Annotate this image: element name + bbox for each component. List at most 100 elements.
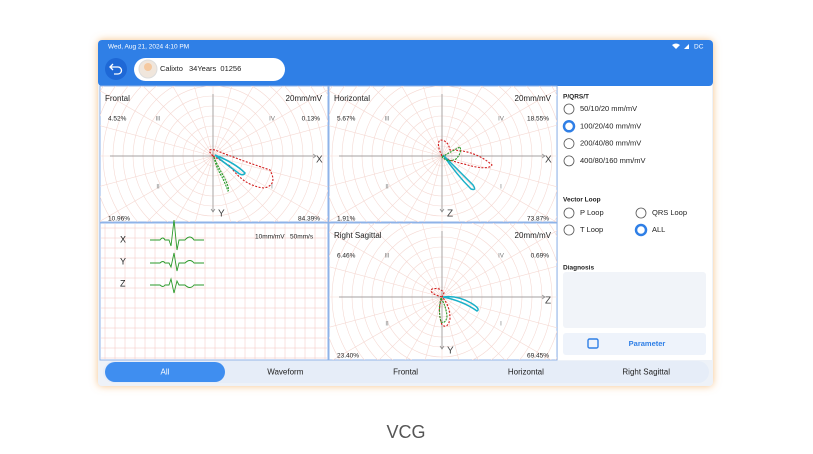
tab-active[interactable]: [105, 362, 225, 382]
avatar-face: [144, 63, 152, 71]
lead-label: Z: [120, 278, 126, 288]
axis-arrow: [439, 153, 546, 213]
tab[interactable]: All: [161, 368, 170, 377]
section-title: Vector Loop: [563, 197, 601, 204]
quadrant-label: III: [384, 254, 389, 260]
panel-scale: 20mm/mV: [515, 94, 552, 103]
axis-arrow: [210, 153, 317, 213]
grid-ray: [329, 155, 443, 187]
scale-option[interactable]: 200/40/80 mm/mV: [580, 139, 641, 148]
tab[interactable]: Horizontal: [508, 368, 544, 377]
grid-ray: [441, 155, 509, 222]
grid-ray: [441, 124, 557, 157]
grid-ray: [367, 223, 443, 298]
grid-ray: [371, 86, 443, 157]
percentage: 69.45%: [527, 353, 549, 360]
axis-label: Z: [447, 209, 453, 220]
grid-ray: [441, 155, 460, 222]
quadrant-label: IV: [498, 117, 504, 123]
grid-ray: [329, 266, 443, 298]
grid-ray: [421, 223, 443, 298]
patient-pill[interactable]: [134, 58, 285, 81]
grid-ray: [212, 155, 231, 222]
grid-ray: [329, 296, 443, 328]
panel-scale: 20mm/mV: [515, 231, 552, 240]
scale-radio[interactable]: [563, 155, 575, 167]
grid-ray: [441, 223, 463, 298]
panel-title: Frontal: [105, 94, 130, 103]
panel-scale: 20mm/mV: [286, 94, 323, 103]
grid-ray: [100, 90, 214, 157]
percentage: 0.69%: [531, 253, 550, 260]
section-title: P/QRS/T: [563, 94, 589, 101]
grid-ray: [332, 296, 443, 360]
tab-bar: [103, 361, 709, 383]
scale-radio[interactable]: [563, 103, 575, 115]
grid-ray: [441, 86, 483, 157]
grid-ray: [422, 86, 443, 157]
loop-option[interactable]: QRS Loop: [652, 208, 687, 217]
grid-ray: [441, 155, 557, 188]
axis-label: Z: [545, 296, 551, 307]
quadrant-label: I: [271, 185, 273, 191]
grid-ray: [403, 155, 443, 222]
panel-title: Horizontal: [334, 94, 370, 103]
grid-ray: [329, 231, 443, 298]
scale-option[interactable]: 100/20/40 mm/mV: [580, 121, 641, 130]
grid-ray: [405, 296, 443, 360]
tab[interactable]: Right Sagittal: [622, 368, 670, 377]
quadrant-label: I: [500, 322, 502, 328]
parameter-label[interactable]: Parameter: [629, 339, 666, 348]
grids: [100, 86, 557, 360]
parameter-icon: [587, 338, 599, 349]
patient-name: Calixto: [160, 64, 183, 73]
parameter-button[interactable]: [563, 333, 706, 355]
tab[interactable]: Frontal: [393, 368, 418, 377]
loop-option[interactable]: ALL: [652, 225, 665, 234]
grid-ray: [195, 155, 214, 222]
grid-ray: [378, 296, 443, 360]
grid-ray: [441, 296, 552, 360]
lead-label: Y: [120, 256, 126, 266]
percentage: 1.91%: [337, 216, 356, 223]
loop-option[interactable]: P Loop: [580, 208, 604, 217]
percentage: 84.39%: [298, 216, 320, 223]
scale-radio[interactable]: [563, 138, 575, 150]
loop-radio[interactable]: [563, 207, 575, 219]
waveforms: [150, 219, 204, 294]
grid-ray: [441, 265, 557, 298]
grid-ray: [441, 296, 506, 360]
axis-arrow: [439, 294, 546, 350]
patient-info: 34Years 01256: [189, 64, 241, 73]
panel-right-sagittal: [328, 222, 558, 361]
panel-title: Right Sagittal: [334, 231, 382, 240]
grid-ray: [329, 155, 443, 222]
caption: VCG: [386, 422, 425, 442]
loop-option[interactable]: T Loop: [580, 225, 603, 234]
axis-label: Y: [447, 346, 454, 357]
axis-label: Y: [218, 209, 225, 220]
grid-ray: [100, 155, 214, 187]
grid-ray: [329, 90, 443, 157]
quadrant-label: IV: [498, 254, 504, 260]
loops-horizontal: [437, 139, 493, 191]
scale-option[interactable]: 50/10/20 mm/mV: [580, 104, 637, 113]
percentage: 6.46%: [337, 253, 356, 260]
grid-ray: [441, 296, 479, 360]
percentage: 18.55%: [527, 116, 549, 123]
grid-ray: [142, 86, 214, 157]
quadrant-label: II: [385, 185, 389, 191]
scale-option[interactable]: 400/80/160 mm/mV: [580, 156, 645, 165]
grid-ray: [441, 296, 460, 360]
grid-ray: [441, 86, 462, 157]
signal-icon: [684, 44, 689, 49]
back-button[interactable]: [105, 58, 127, 80]
grid-ray: [100, 155, 214, 222]
loop-radio[interactable]: [563, 224, 575, 236]
tab[interactable]: Waveform: [267, 368, 303, 377]
loop-radio[interactable]: [635, 207, 647, 219]
scale-radio-dot: [567, 124, 571, 129]
grid-ray: [100, 125, 214, 157]
grid-ray: [441, 223, 517, 298]
